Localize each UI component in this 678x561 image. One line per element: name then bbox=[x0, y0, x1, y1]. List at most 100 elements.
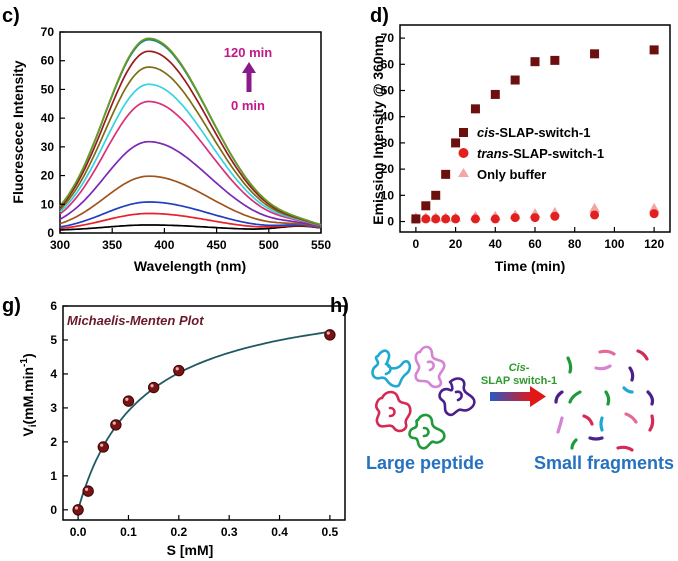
spectrum-line-0 bbox=[59, 224, 322, 231]
x-tick-label: 60 bbox=[528, 237, 542, 251]
cis-point bbox=[550, 55, 560, 65]
x-tick-label: 0 bbox=[413, 237, 420, 251]
legend-triangle-marker bbox=[458, 168, 469, 177]
x-tick-label: 120 bbox=[644, 237, 664, 251]
g-y-ticks: 0 1 2 3 4 5 6 bbox=[50, 299, 68, 517]
g-fit-curve bbox=[77, 330, 331, 511]
y-tick-label: 40 bbox=[41, 111, 55, 125]
y-tick-label: 6 bbox=[50, 299, 57, 313]
x-tick-label: 80 bbox=[568, 237, 582, 251]
d-legend: cis-SLAP-switch-1 trans-SLAP-switch-1 On… bbox=[458, 125, 604, 182]
reaction-arrow-icon bbox=[490, 386, 546, 407]
fragment bbox=[604, 390, 611, 406]
c-annotation-0min: 0 min bbox=[231, 98, 265, 113]
spectrum-line-6 bbox=[59, 83, 322, 227]
d-points bbox=[410, 45, 660, 224]
trans-point bbox=[421, 214, 431, 224]
legend-entry-cis: cis-SLAP-switch-1 bbox=[477, 125, 590, 140]
panel-g: g) 0.0 0.1 0.2 0.3 0.4 0.5 0 1 2 3 4 5 6 Michaelis-… bbox=[2, 295, 346, 558]
spectrum-line-3 bbox=[59, 175, 322, 228]
x-tick-label: 300 bbox=[50, 238, 70, 252]
panel-c: c) 300 350 400 450 500 550 0 10 20 30 40 50 60 70 Wa… bbox=[2, 5, 331, 274]
buffer-point bbox=[589, 202, 601, 213]
mm-data-point bbox=[82, 485, 94, 497]
mm-data-point bbox=[173, 364, 185, 377]
y-tick-label: 2 bbox=[50, 435, 57, 449]
y-tick-label: 0 bbox=[387, 215, 394, 229]
x-tick-label: 400 bbox=[154, 238, 174, 252]
arrow-label-switch: SLAP switch-1 bbox=[481, 375, 557, 387]
y-tick-label: 3 bbox=[50, 401, 57, 415]
y-tick-label: 50 bbox=[41, 82, 55, 96]
x-tick-label: 450 bbox=[207, 238, 227, 252]
x-tick-label: 0.1 bbox=[120, 525, 137, 539]
cis-point bbox=[421, 201, 431, 211]
x-tick-label: 100 bbox=[604, 237, 624, 251]
fragment bbox=[570, 438, 578, 450]
fragment bbox=[554, 390, 564, 404]
spectrum-line-2 bbox=[59, 201, 322, 229]
peptide-blob-purple bbox=[438, 377, 476, 417]
g-x-ticks: 0.0 0.1 0.2 0.3 0.4 0.5 bbox=[70, 515, 339, 539]
fragment bbox=[598, 349, 616, 356]
mm-point-highlight bbox=[175, 367, 179, 371]
cis-point bbox=[470, 104, 480, 114]
y-tick-label: 60 bbox=[41, 54, 55, 68]
mm-data-point bbox=[324, 329, 336, 341]
x-tick-label: 500 bbox=[259, 238, 279, 252]
small-fragments-illustration bbox=[554, 349, 655, 452]
d-y-ticks: 0 10 20 30 40 50 60 70 bbox=[381, 31, 405, 229]
y-tick-label: 30 bbox=[41, 140, 55, 154]
trans-point bbox=[431, 214, 441, 224]
fragment bbox=[568, 390, 582, 404]
y-tick-label: 0 bbox=[47, 226, 54, 240]
g-y-axis-label: Vi(mM.min-1) bbox=[19, 353, 39, 436]
panel-d: d) 0 20 40 60 80 100 120 0 10 20 30 40 50 60 70 Time … bbox=[370, 5, 671, 274]
c-y-ticks: 0 10 20 30 40 50 60 70 bbox=[41, 25, 65, 240]
g-x-axis-label: S [mM] bbox=[167, 542, 214, 558]
cis-point bbox=[411, 214, 421, 224]
cis-point bbox=[451, 138, 461, 148]
fragment bbox=[622, 386, 634, 394]
y-tick-label: 20 bbox=[41, 169, 55, 183]
trans-point bbox=[441, 214, 451, 224]
mm-data-point bbox=[147, 381, 160, 394]
panel-h: h) Cis- SLAP switch-1 bbox=[330, 295, 674, 473]
mm-data-point bbox=[110, 419, 122, 431]
cis-point bbox=[510, 75, 520, 85]
mm-point-highlight bbox=[100, 443, 104, 447]
g-points bbox=[72, 329, 336, 516]
spectrum-line-9 bbox=[59, 38, 322, 226]
x-tick-label: 350 bbox=[102, 238, 122, 252]
panel-label-c: c) bbox=[2, 5, 20, 27]
mm-data-point bbox=[97, 441, 109, 453]
d-x-ticks: 0 20 40 60 80 100 120 bbox=[413, 227, 664, 251]
fragment bbox=[616, 445, 634, 452]
x-tick-label: 0.0 bbox=[70, 525, 87, 539]
c-plot-frame bbox=[59, 31, 322, 234]
mm-point-highlight bbox=[125, 397, 129, 401]
large-peptide-illustration bbox=[371, 345, 476, 450]
spectrum-line-5 bbox=[59, 100, 322, 227]
mm-data-point bbox=[122, 395, 135, 407]
legend-circle-marker bbox=[458, 148, 469, 158]
y-tick-label: 10 bbox=[41, 197, 55, 211]
fragment bbox=[582, 414, 594, 426]
caption-large-peptide: Large peptide bbox=[366, 453, 484, 473]
d-y-axis-label: Emission Intensity @ 360nm bbox=[370, 35, 386, 225]
c-curves bbox=[59, 37, 322, 231]
fragment bbox=[588, 436, 604, 441]
trans-point bbox=[510, 213, 520, 223]
y-tick-label: 4 bbox=[50, 367, 57, 381]
mm-point-highlight bbox=[150, 384, 154, 388]
fragment bbox=[599, 416, 604, 432]
fragment bbox=[646, 390, 655, 406]
spectrum-line-10 bbox=[59, 37, 322, 226]
g-plot-frame bbox=[62, 305, 346, 521]
x-tick-label: 0.3 bbox=[221, 525, 238, 539]
spectrum-line-7 bbox=[59, 66, 322, 227]
panel-label-g: g) bbox=[2, 295, 21, 317]
peptide-blob-green bbox=[408, 413, 446, 450]
trans-point bbox=[530, 213, 540, 223]
peptide-blob-pink bbox=[414, 345, 446, 389]
